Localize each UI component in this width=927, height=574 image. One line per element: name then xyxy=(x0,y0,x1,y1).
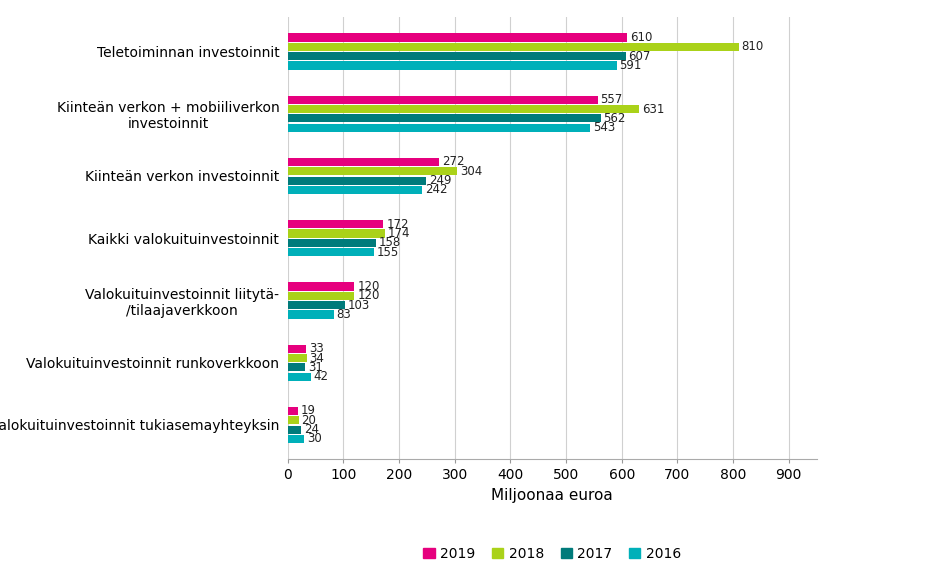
Bar xyxy=(287,33,627,41)
Legend: 2019, 2018, 2017, 2016: 2019, 2018, 2017, 2016 xyxy=(417,541,686,567)
Text: 607: 607 xyxy=(628,49,650,63)
Bar xyxy=(287,61,616,69)
Bar xyxy=(287,123,590,132)
Bar xyxy=(287,177,425,185)
Bar xyxy=(287,344,306,353)
Bar xyxy=(287,52,625,60)
Bar xyxy=(287,248,374,257)
Bar xyxy=(287,96,597,104)
Text: 42: 42 xyxy=(313,370,328,383)
Bar xyxy=(287,301,345,309)
Bar xyxy=(287,425,300,434)
Bar xyxy=(287,167,456,176)
Text: 272: 272 xyxy=(441,156,464,168)
X-axis label: Miljoonaa euroa: Miljoonaa euroa xyxy=(490,488,613,503)
Bar xyxy=(287,407,298,415)
Bar xyxy=(287,354,306,362)
Text: 33: 33 xyxy=(309,342,324,355)
Text: 610: 610 xyxy=(629,31,652,44)
Text: 557: 557 xyxy=(600,93,622,106)
Text: 31: 31 xyxy=(308,361,323,374)
Bar xyxy=(287,158,438,166)
Bar xyxy=(287,105,639,113)
Text: 24: 24 xyxy=(303,423,319,436)
Bar xyxy=(287,282,354,290)
Text: 34: 34 xyxy=(309,351,324,364)
Text: 19: 19 xyxy=(300,405,316,417)
Bar xyxy=(287,239,375,247)
Text: 158: 158 xyxy=(378,236,400,249)
Bar xyxy=(287,220,383,228)
Text: 591: 591 xyxy=(619,59,641,72)
Bar xyxy=(287,186,422,194)
Bar xyxy=(287,42,738,51)
Bar xyxy=(287,416,298,424)
Text: 155: 155 xyxy=(376,246,399,259)
Text: 103: 103 xyxy=(348,298,370,312)
Bar xyxy=(287,435,304,443)
Text: 249: 249 xyxy=(428,174,451,187)
Text: 631: 631 xyxy=(641,103,664,115)
Text: 174: 174 xyxy=(387,227,410,240)
Text: 120: 120 xyxy=(357,289,379,302)
Bar xyxy=(287,311,334,319)
Text: 242: 242 xyxy=(425,184,447,196)
Text: 810: 810 xyxy=(741,40,763,53)
Text: 172: 172 xyxy=(386,218,408,231)
Bar xyxy=(287,373,311,381)
Bar xyxy=(287,230,384,238)
Text: 304: 304 xyxy=(459,165,481,178)
Text: 120: 120 xyxy=(357,280,379,293)
Bar xyxy=(287,292,354,300)
Text: 30: 30 xyxy=(307,432,322,445)
Text: 543: 543 xyxy=(592,121,615,134)
Text: 562: 562 xyxy=(603,112,625,125)
Bar xyxy=(287,114,600,122)
Text: 83: 83 xyxy=(337,308,351,321)
Text: 20: 20 xyxy=(301,414,316,427)
Bar xyxy=(287,363,305,371)
